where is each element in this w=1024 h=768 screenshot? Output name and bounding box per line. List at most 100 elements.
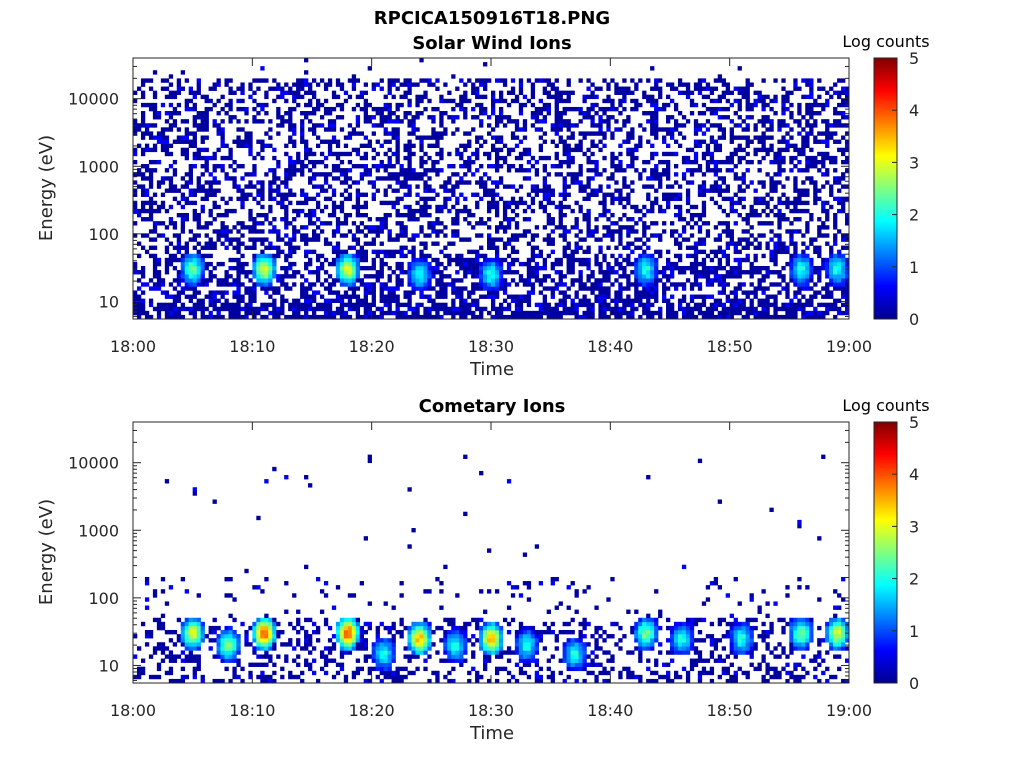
heatmap-cell: [284, 225, 289, 230]
heatmap-cell: [224, 111, 229, 116]
heatmap-cell: [140, 172, 146, 177]
heatmap-cell: [196, 123, 201, 128]
heatmap-cell: [610, 159, 615, 165]
heatmap-cell: [646, 237, 651, 242]
heatmap-cell: [260, 204, 265, 210]
heatmap-cell: [248, 294, 253, 299]
heatmap-cell: [387, 139, 392, 144]
heatmap-cell: [343, 278, 349, 283]
heatmap-cell: [272, 253, 277, 259]
heatmap-cell: [741, 172, 746, 177]
heatmap-cell: [160, 131, 166, 136]
heatmap-cell: [558, 127, 563, 132]
heatmap-cell: [431, 241, 436, 246]
heatmap-cell: [634, 306, 639, 312]
heatmap-cell: [765, 172, 770, 177]
heatmap-cell: [411, 261, 416, 267]
heatmap-cell: [276, 123, 281, 128]
heatmap-cell: [769, 229, 774, 234]
heatmap-cell: [514, 270, 520, 275]
heatmap-cell: [630, 310, 635, 316]
heatmap-cell: [765, 286, 770, 291]
heatmap-cell: [160, 102, 166, 108]
heatmap-cell: [379, 176, 384, 181]
heatmap-cell: [212, 180, 217, 185]
heatmap-cell: [323, 86, 329, 91]
heatmap-cell: [172, 90, 178, 96]
heatmap-cell: [817, 102, 822, 108]
heatmap-cell: [156, 135, 162, 140]
heatmap-cell: [133, 208, 138, 214]
heatmap-cell: [670, 265, 675, 271]
heatmap-cell: [550, 241, 555, 246]
heatmap-cell: [383, 286, 388, 291]
heatmap-cell: [487, 225, 492, 230]
heatmap-cell: [371, 192, 376, 197]
heatmap-cell: [614, 298, 619, 303]
heatmap-cell: [447, 257, 452, 263]
heatmap-cell: [236, 282, 241, 287]
heatmap-cell: [133, 127, 138, 132]
heatmap-cell: [168, 204, 174, 210]
heatmap-cell: [395, 221, 400, 226]
heatmap-cell: [650, 172, 655, 177]
heatmap-cell: [809, 241, 814, 246]
heatmap-cell: [821, 131, 826, 136]
heatmap-cell: [650, 200, 655, 206]
heatmap-cell: [224, 143, 229, 149]
heatmap-cell: [745, 159, 750, 165]
heatmap-cell: [423, 261, 428, 267]
heatmap-cell: [463, 111, 468, 116]
heatmap-cell: [693, 221, 699, 226]
heatmap-cell: [403, 294, 408, 299]
heatmap-cell: [363, 155, 368, 161]
heatmap-cell: [530, 200, 536, 206]
heatmap-cell: [419, 257, 424, 263]
heatmap-cell: [737, 106, 742, 112]
heatmap-cell: [717, 94, 723, 100]
heatmap-cell: [765, 245, 770, 250]
heatmap-cell: [530, 314, 536, 320]
heatmap-cell: [638, 294, 643, 299]
heatmap-cell: [208, 245, 213, 250]
heatmap-cell: [315, 217, 321, 222]
heatmap-cell: [522, 119, 528, 124]
heatmap-cell: [236, 298, 241, 303]
heatmap-cell: [323, 204, 329, 210]
heatmap-cell: [395, 282, 400, 287]
heatmap-cell: [646, 98, 651, 104]
heatmap-cell: [502, 82, 508, 87]
heatmap-cell: [331, 314, 337, 320]
heatmap-cell: [168, 314, 174, 320]
heatmap-cell: [216, 147, 221, 153]
heatmap-cell: [602, 155, 607, 161]
heatmap-cell: [713, 86, 719, 91]
heatmap-cell: [725, 115, 730, 120]
heatmap-cell: [570, 106, 575, 112]
heatmap-cell: [399, 245, 404, 250]
heatmap-cell: [248, 270, 253, 275]
heatmap-cell: [805, 278, 810, 283]
heatmap-cell: [296, 302, 301, 308]
heatmap-cell: [192, 143, 197, 149]
heatmap-cell: [212, 200, 217, 206]
heatmap-cell: [646, 139, 651, 144]
heatmap-cell: [797, 274, 802, 279]
heatmap-cell: [379, 111, 384, 116]
heatmap-cell: [590, 106, 595, 112]
heatmap-cell: [160, 143, 166, 149]
heatmap-cell: [502, 208, 508, 214]
heatmap-cell: [491, 278, 496, 283]
heatmap-cell: [491, 192, 496, 197]
heatmap-cell: [522, 94, 528, 100]
heatmap-cell: [387, 237, 392, 242]
heatmap-cell: [713, 298, 719, 303]
heatmap-cell: [196, 212, 201, 218]
heatmap-cell: [498, 147, 504, 153]
heatmap-cell: [427, 115, 432, 120]
heatmap-cell: [701, 151, 707, 157]
heatmap-cell: [554, 282, 559, 287]
heatmap-cell: [550, 314, 555, 320]
heatmap-cell: [216, 298, 221, 303]
heatmap-cell: [379, 86, 384, 91]
